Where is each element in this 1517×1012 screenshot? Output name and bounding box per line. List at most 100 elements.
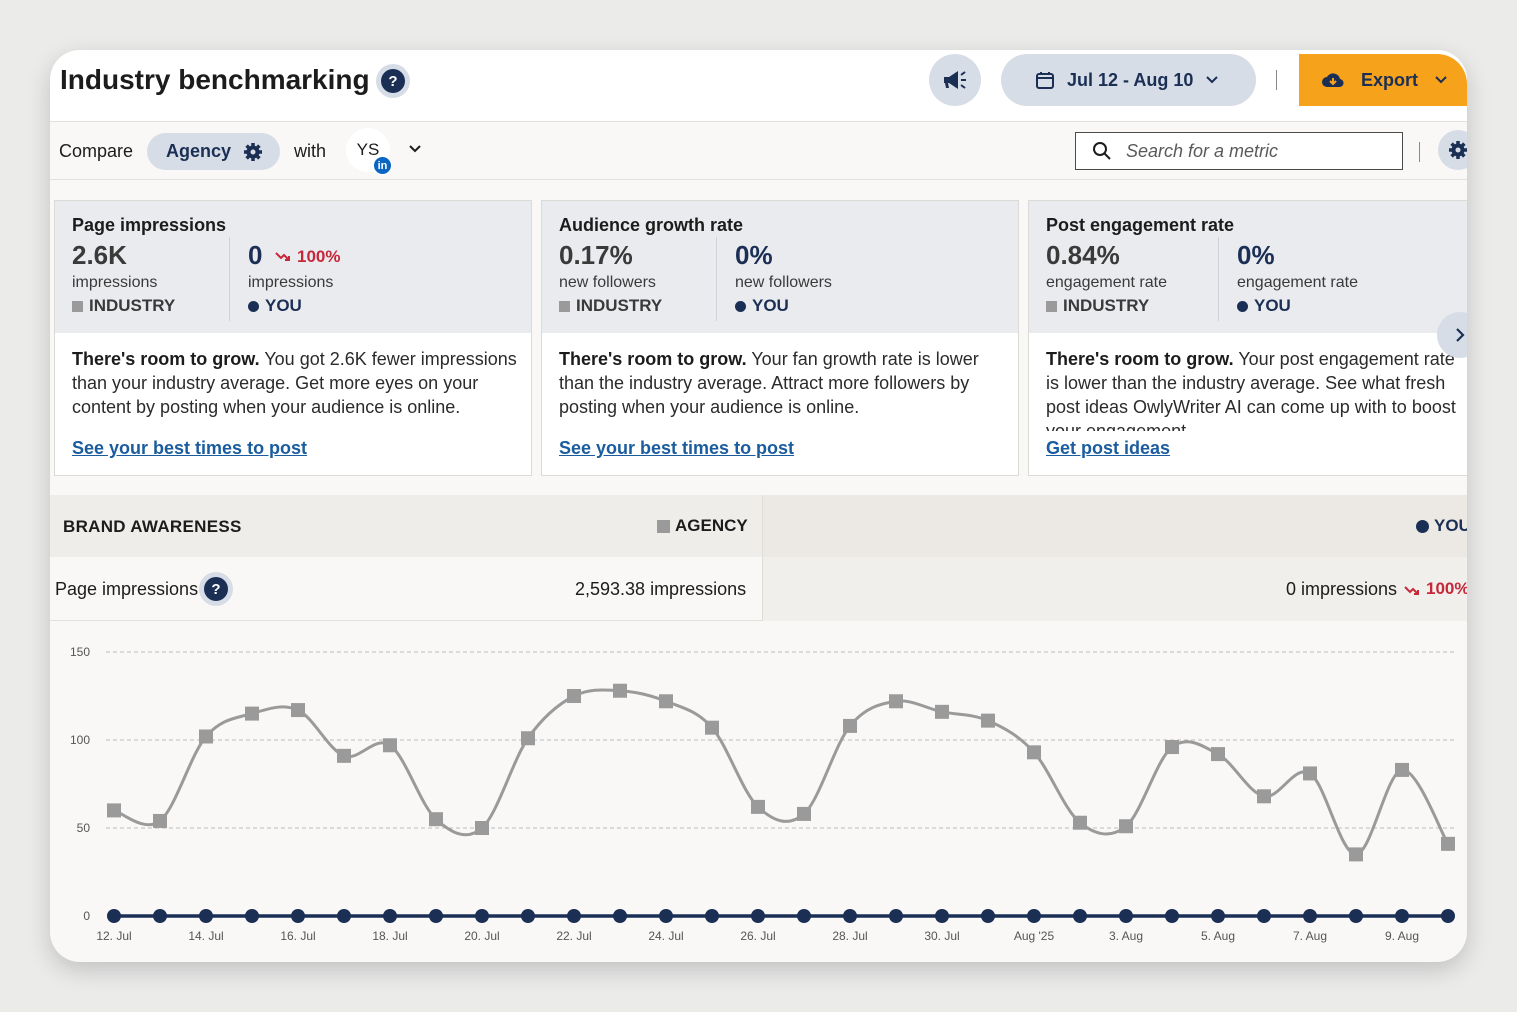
x-tick-label: Aug '25 [1014,929,1055,943]
data-point-agency [705,720,719,735]
data-point-agency [1119,819,1133,834]
export-button[interactable]: Export [1299,54,1467,106]
brand-awareness-header: BRAND AWARENESS AGENCY YOU [50,495,1467,557]
data-point-you [981,909,995,923]
agency-column-label: AGENCY [657,516,748,536]
chevron-down-icon [1435,76,1447,84]
data-point-you [889,909,903,923]
x-tick-label: 14. Jul [188,929,223,943]
data-point-agency [889,694,903,709]
carousel-next-button[interactable] [1437,312,1467,358]
divider [1419,142,1420,162]
data-point-you [1349,909,1363,923]
you-legend-dot [735,300,746,312]
you-label: YOU [248,296,302,316]
data-point-agency [1441,836,1455,851]
x-tick-label: 12. Jul [96,929,131,943]
help-icon[interactable]: ? [204,577,228,601]
data-point-you [107,909,121,923]
x-tick-label: 26. Jul [740,929,775,943]
cloud-download-icon [1322,73,1344,88]
help-icon[interactable]: ? [381,69,405,93]
data-point-you [843,909,857,923]
metric-row-page-impressions: Page impressions ? 2,593.38 impressions … [50,557,1467,621]
data-point-you [291,909,305,923]
gear-icon [1449,141,1467,159]
data-point-agency [1211,747,1225,762]
agency-selector[interactable]: Agency [147,133,280,170]
x-tick-label: 9. Aug [1385,929,1419,943]
data-point-you [613,909,627,923]
you-legend-dot [1237,300,1248,312]
you-label: YOU [1237,296,1291,316]
data-point-you [1303,909,1317,923]
data-point-you [659,909,673,923]
card-insight-text: There's room to grow. Your post engageme… [1046,349,1456,431]
data-point-you [429,909,443,923]
data-point-agency [935,704,949,719]
y-tick-label: 100 [70,733,90,747]
x-tick-label: 3. Aug [1109,929,1143,943]
data-point-you [1211,909,1225,923]
data-point-you [245,909,259,923]
industry-value: 0.84% [1046,240,1120,270]
you-unit: new followers [735,274,832,291]
data-point-agency [429,812,443,827]
you-column-cell [762,557,1467,621]
industry-legend-swatch [1046,300,1057,312]
best-times-link[interactable]: See your best times to post [72,438,308,458]
date-range-button[interactable]: Jul 12 - Aug 10 [1001,54,1256,106]
metric-card-page-impressions: Page impressions 2.6K impressions INDUST… [54,200,532,476]
y-tick-label: 0 [83,909,90,923]
data-point-agency [797,806,811,821]
section-title: BRAND AWARENESS [63,517,242,536]
industry-legend-swatch [72,300,83,312]
header-bar: Industry benchmarking ? Jul 12 - Aug 10 [50,50,1467,122]
announcements-button[interactable] [929,54,981,106]
data-point-agency [107,803,121,818]
data-point-you [797,909,811,923]
you-legend-dot [1416,519,1429,533]
divider [1218,237,1219,321]
data-point-agency [751,799,765,814]
data-point-you [1073,909,1087,923]
line-chart: 0 50 100 150 12. Jul 14. Jul 16. Jul 18. Jul 20.… [70,645,1455,943]
you-value: 0% [1237,240,1275,270]
industry-label: INDUSTRY [72,296,175,316]
data-point-you [475,909,489,923]
x-tick-label: 22. Jul [556,929,591,943]
industry-legend-swatch [559,300,570,312]
you-label: YOU [735,296,789,316]
account-dropdown-chevron-icon[interactable] [408,144,422,154]
you-column-label: YOU [1416,516,1467,536]
x-tick-label: 18. Jul [372,929,407,943]
chevron-down-icon [1206,76,1219,84]
data-point-you [1441,909,1455,923]
search-icon [1093,142,1111,160]
metric-search-input[interactable]: Search for a metric [1075,132,1403,170]
divider [1276,70,1277,90]
divider [716,237,717,321]
agency-value: 2,593.38 impressions [575,579,747,599]
megaphone-icon [944,71,966,89]
data-point-agency [843,718,857,733]
settings-button[interactable] [1438,130,1467,170]
card-title: Audience growth rate [559,215,744,235]
metric-label: Page impressions [55,579,199,599]
post-ideas-link[interactable]: Get post ideas [1046,438,1171,458]
y-tick-label: 50 [77,821,91,835]
linkedin-icon: in [373,156,392,175]
chevron-right-icon [1456,328,1465,342]
series-line-agency [113,688,1450,856]
data-point-agency [1027,745,1041,760]
best-times-link[interactable]: See your best times to post [559,438,795,458]
x-tick-label: 7. Aug [1293,929,1327,943]
data-point-you [199,909,213,923]
data-point-you [1027,909,1041,923]
data-point-you [567,909,581,923]
data-point-agency [153,813,167,828]
metric-card-audience-growth: Audience growth rate 0.17% new followers… [541,200,1019,476]
card-summary [55,201,531,333]
date-range-label: Jul 12 - Aug 10 [1067,69,1194,90]
card-summary [542,201,1018,333]
